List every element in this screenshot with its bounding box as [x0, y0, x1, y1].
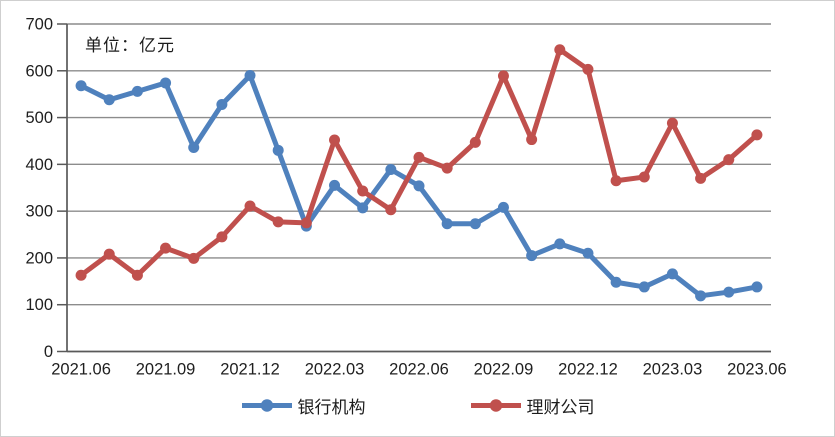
data-point-marker: [131, 269, 143, 281]
legend-label: 理财公司: [526, 398, 595, 417]
data-point-marker: [216, 98, 228, 110]
data-point-marker: [582, 247, 594, 259]
data-point-marker: [188, 252, 200, 264]
data-point-marker: [244, 200, 256, 212]
data-point-marker: [497, 201, 509, 213]
data-point-marker: [300, 217, 312, 229]
data-point-marker: [695, 290, 707, 302]
data-point-marker: [103, 94, 115, 106]
data-point-marker: [75, 269, 87, 281]
x-axis-tick-label: 2021.12: [220, 361, 280, 379]
y-axis-tick-label: 0: [44, 343, 53, 361]
data-point-marker: [723, 286, 735, 298]
unit-label: 单位：亿元: [85, 36, 175, 55]
y-axis-tick-label: 700: [25, 16, 53, 34]
data-point-marker: [441, 162, 453, 174]
x-axis-tick-label: 2022.03: [305, 361, 365, 379]
data-point-marker: [554, 44, 566, 56]
data-point-marker: [751, 129, 763, 141]
data-point-marker: [638, 281, 650, 293]
data-point-marker: [413, 180, 425, 192]
data-point-marker: [357, 202, 369, 214]
data-point-marker: [131, 85, 143, 97]
y-axis-tick-label: 500: [25, 109, 53, 127]
data-point-marker: [160, 242, 172, 254]
data-point-marker: [582, 63, 594, 75]
x-axis-tick-label: 2022.12: [558, 361, 618, 379]
x-axis-tick-label: 2022.06: [389, 361, 449, 379]
data-point-marker: [329, 134, 341, 146]
data-point-marker: [441, 218, 453, 230]
data-point-marker: [469, 136, 481, 148]
legend-item: 理财公司: [470, 393, 595, 418]
data-point-marker: [160, 77, 172, 89]
data-point-marker: [497, 70, 509, 82]
data-point-marker: [272, 216, 284, 228]
data-point-marker: [244, 69, 256, 81]
x-axis-tick-label: 2023.06: [727, 361, 787, 379]
data-point-marker: [385, 164, 397, 176]
y-axis-tick-label: 400: [25, 156, 53, 174]
data-point-marker: [610, 175, 622, 187]
data-point-marker: [526, 250, 538, 262]
data-point-marker: [526, 134, 538, 146]
x-axis-tick-label: 2022.09: [474, 361, 534, 379]
data-point-marker: [723, 154, 735, 166]
legend-label: 银行机构: [297, 398, 366, 417]
data-point-marker: [666, 268, 678, 280]
legend-item: 银行机构: [241, 393, 366, 418]
y-axis-tick-label: 200: [25, 249, 53, 267]
legend-line-marker-icon: [241, 399, 292, 412]
data-point-marker: [610, 276, 622, 288]
y-axis-tick-label: 300: [25, 203, 53, 221]
data-point-marker: [357, 185, 369, 197]
legend: 银行机构 理财公司: [1, 393, 834, 418]
data-point-marker: [385, 204, 397, 216]
data-point-marker: [216, 231, 228, 243]
data-point-marker: [666, 117, 678, 129]
data-point-marker: [695, 172, 707, 184]
data-point-marker: [638, 171, 650, 183]
data-point-marker: [413, 151, 425, 163]
x-axis-tick-label: 2021.09: [136, 361, 196, 379]
data-point-marker: [469, 218, 481, 230]
x-axis-tick-label: 2023.03: [643, 361, 703, 379]
y-axis-tick-label: 100: [25, 296, 53, 314]
y-axis-tick-label: 600: [25, 62, 53, 80]
data-point-marker: [188, 142, 200, 154]
data-point-marker: [103, 248, 115, 260]
data-point-marker: [329, 179, 341, 191]
data-point-marker: [75, 80, 87, 92]
legend-line-marker-icon: [470, 399, 521, 412]
data-point-marker: [554, 238, 566, 250]
data-point-marker: [272, 144, 284, 156]
x-axis-tick-label: 2021.06: [51, 361, 111, 379]
data-point-marker: [751, 281, 763, 293]
